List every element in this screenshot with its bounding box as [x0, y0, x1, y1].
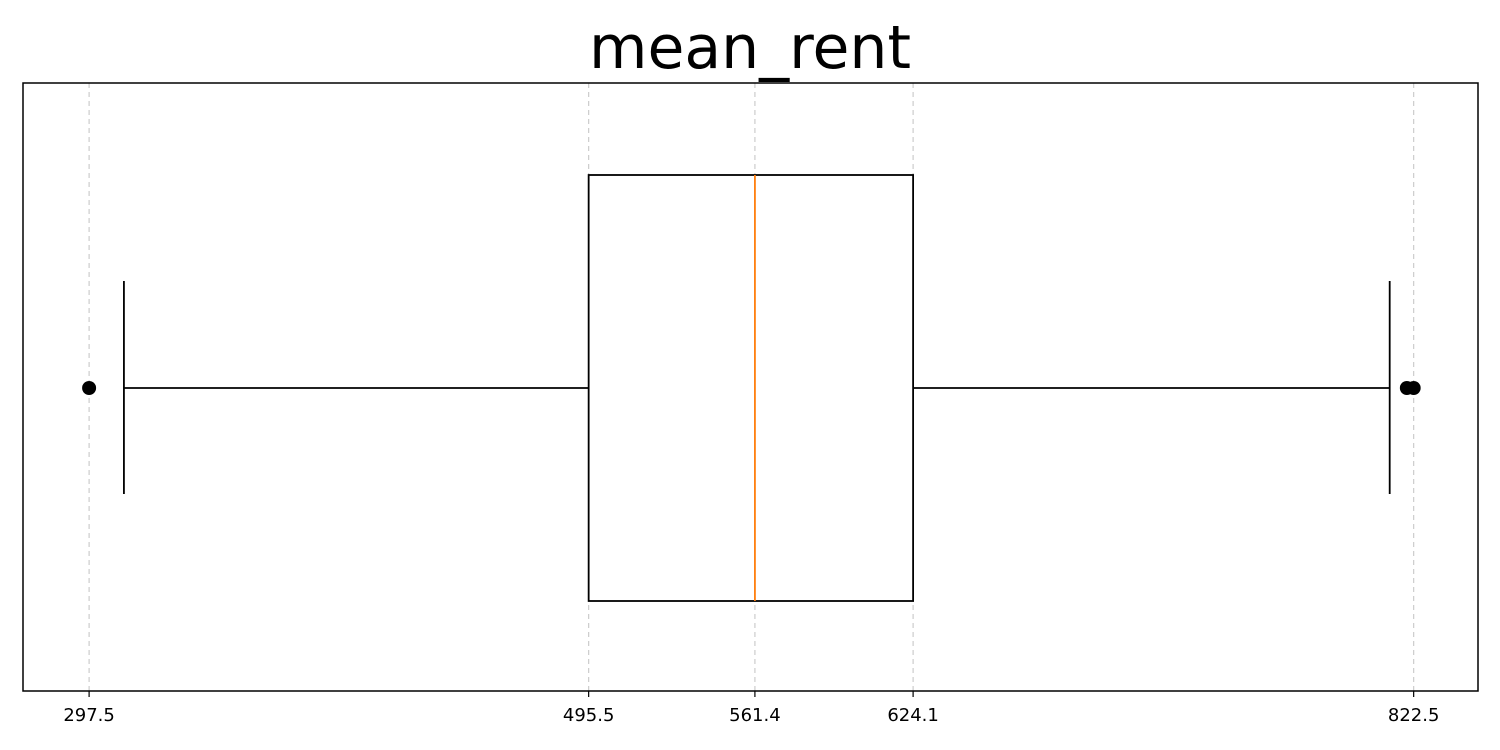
x-tick-label: 822.5	[1388, 705, 1440, 726]
plot-frame	[22, 82, 1479, 692]
interquartile-box	[587, 174, 915, 602]
x-axis-ticks: 297.5 495.5 561.4 624.1 822.5	[63, 691, 1439, 726]
x-tick-label: 297.5	[63, 705, 115, 726]
outlier-point	[1406, 381, 1421, 395]
x-tick-label: 495.5	[563, 705, 615, 726]
outlier-point	[82, 381, 97, 395]
box-group	[82, 174, 1421, 602]
x-tick-label: 624.1	[887, 705, 939, 726]
x-tick-label: 561.4	[729, 705, 781, 726]
chart-title: mean_rent	[589, 13, 911, 83]
